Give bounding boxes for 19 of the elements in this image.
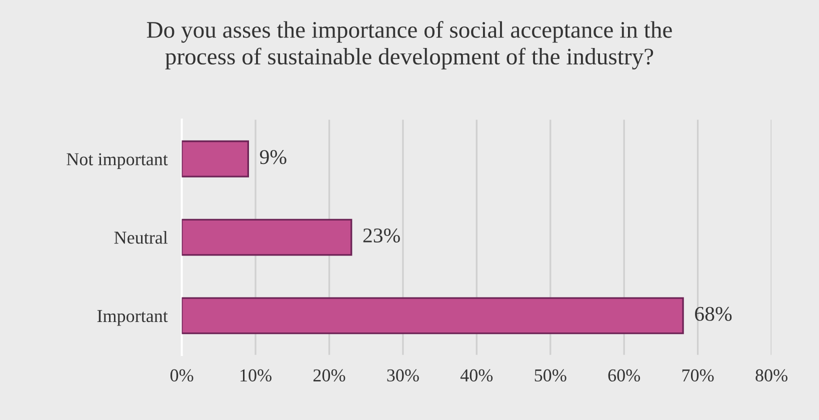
x-tick-label: 0% <box>170 369 194 382</box>
x-tick-label: 60% <box>608 369 640 382</box>
bar <box>182 297 684 334</box>
y-tick-label: Important <box>97 310 168 326</box>
bar <box>182 218 352 256</box>
x-tick-label: 30% <box>387 369 419 382</box>
bar <box>182 140 249 178</box>
chart-title: Do you asses the importance of social acceptance in the process of sustainable development of the industry? <box>146 21 672 70</box>
y-tick-label: Neutral <box>114 231 168 244</box>
x-tick-label: 40% <box>460 369 493 382</box>
data-label: 9% <box>260 150 286 164</box>
x-tick-label: 70% <box>682 369 714 382</box>
data-label: 68% <box>695 306 732 321</box>
x-tick-label: 50% <box>534 369 566 382</box>
x-tick-label: 20% <box>313 369 346 382</box>
y-tick-label: Not important <box>66 153 168 170</box>
x-tick-label: 80% <box>756 369 788 382</box>
x-tick-label: 10% <box>240 369 272 382</box>
data-label: 23% <box>363 228 400 243</box>
